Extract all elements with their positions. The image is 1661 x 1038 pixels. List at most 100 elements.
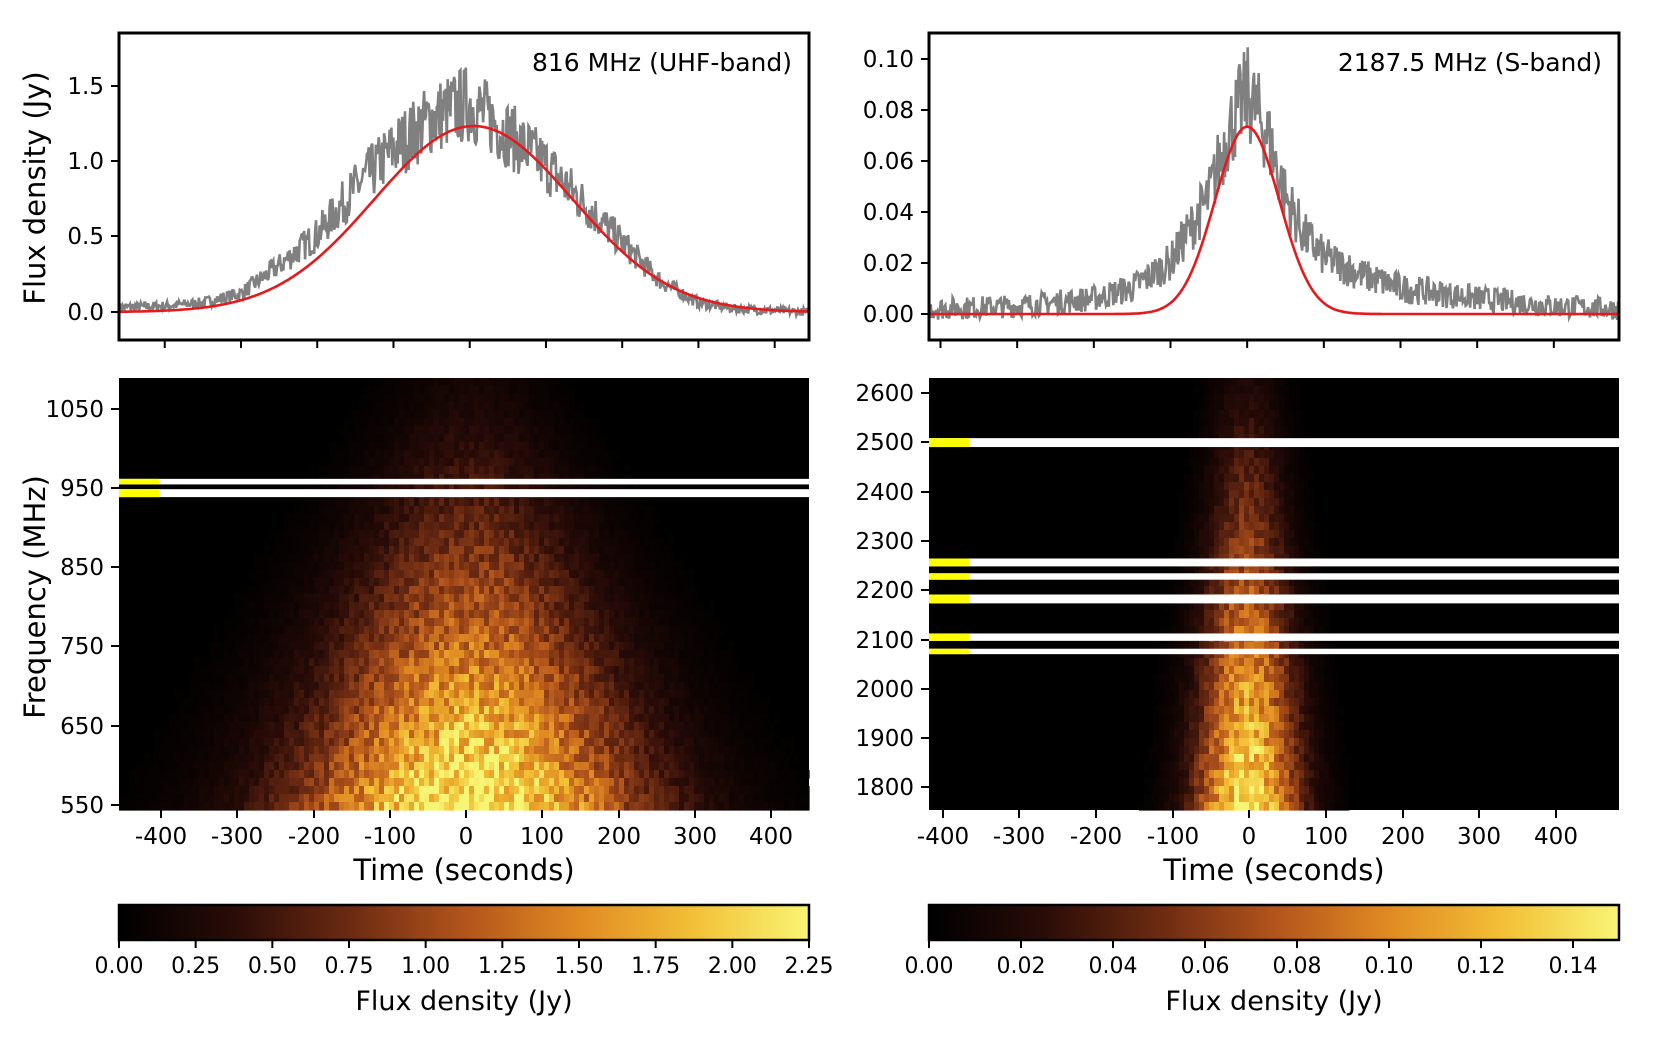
uhf-spectrum-cell xyxy=(634,786,640,795)
uhf-spectrum-cell xyxy=(684,650,690,659)
uhf-spectrum-cell xyxy=(709,722,715,731)
uhf-spectrum-cell xyxy=(654,562,660,571)
uhf-spectrum-cell xyxy=(184,786,190,795)
uhf-spectrum-cell xyxy=(409,450,415,459)
uhf-spectrum-cell xyxy=(534,770,540,779)
uhf-spectrum-cell xyxy=(789,746,795,755)
uhf-spectrum-cell xyxy=(689,618,695,627)
uhf-spectrum-cell xyxy=(484,522,490,531)
uhf-spectrum-cell xyxy=(524,546,530,555)
uhf-spectrum-cell xyxy=(264,554,270,563)
uhf-spectrum-cell xyxy=(399,442,405,451)
uhf-spectrum-cell xyxy=(404,682,410,691)
uhf-spectrum-cell xyxy=(514,458,520,467)
uhf-spectrum-cell xyxy=(584,562,590,571)
uhf-spectrum-cell xyxy=(649,730,655,739)
uhf-spectrum-cell xyxy=(529,666,535,675)
uhf-spectrum-cell xyxy=(644,610,650,619)
uhf-spectrum-cell xyxy=(154,746,160,755)
uhf-spectrum-cell xyxy=(624,746,630,755)
uhf-spectrum-cell xyxy=(594,754,600,763)
uhf-spectrum-cell xyxy=(359,546,365,555)
uhf-spectrum-cell xyxy=(404,538,410,547)
uhf-spectrum-cell xyxy=(274,610,280,619)
uhf-spectrum-cell xyxy=(434,402,440,411)
uhf-spectrum-cell xyxy=(679,794,685,803)
uhf-spectrum-cell xyxy=(704,778,710,787)
uhf-spectrum-cell xyxy=(259,770,265,779)
uhf-spectrum-cell xyxy=(209,746,215,755)
uhf-spectrum-cell xyxy=(364,570,370,579)
uhf-spectrum-cell xyxy=(389,458,395,467)
uhf-spectrum-cell xyxy=(144,754,150,763)
uhf-spectrum-cell xyxy=(389,386,395,395)
uhf-spectrum-cell xyxy=(314,674,320,683)
uhf-spectrum-cell xyxy=(494,418,500,427)
uhf-spectrum-cell xyxy=(404,754,410,763)
uhf-spectrum-cell xyxy=(214,626,220,635)
uhf-spectrum-cell xyxy=(604,746,610,755)
uhf-spectrum-cell xyxy=(519,578,525,587)
uhf-spectrum-cell xyxy=(724,690,730,699)
uhf-spectrum-cell xyxy=(359,594,365,603)
uhf-spectrum-cell xyxy=(319,722,325,731)
uhf-spectrum-cell xyxy=(354,586,360,595)
uhf-spectrum-cell xyxy=(409,666,415,675)
uhf-spectrum-cell xyxy=(474,618,480,627)
uhf-spectrum-cell xyxy=(304,802,310,811)
uhf-spectrum-cell xyxy=(229,786,235,795)
uhf-spectrum-cell xyxy=(579,674,585,683)
uhf-spectrum-cell xyxy=(589,474,595,483)
uhf-spectrum-cell xyxy=(379,506,385,515)
uhf-spectrum-cell xyxy=(339,522,345,531)
uhf-spectrum-cell xyxy=(354,626,360,635)
uhf-spectrum-cell xyxy=(569,498,575,507)
uhf-spectrum-cell xyxy=(784,754,790,763)
uhf-spectrum-cell xyxy=(554,562,560,571)
uhf-spectrum-cell xyxy=(179,714,185,723)
uhf-spectrum-cell xyxy=(474,554,480,563)
uhf-spectrum-cell xyxy=(309,690,315,699)
uhf-spectrum-cell xyxy=(429,522,435,531)
uhf-spectrum-cell xyxy=(369,722,375,731)
uhf-spectrum-cell xyxy=(364,794,370,803)
uhf-spectrum-cell xyxy=(619,538,625,547)
uhf-spectrum-cell xyxy=(554,754,560,763)
uhf-spectrum-cell xyxy=(684,770,690,779)
uhf-spectrum-cell xyxy=(434,754,440,763)
uhf-spectrum-cell xyxy=(469,578,475,587)
uhf-spectrum-cell xyxy=(679,666,685,675)
uhf-spectrum-cell xyxy=(279,546,285,555)
uhf-spectrum-cell xyxy=(449,610,455,619)
uhf-spectrum-cell xyxy=(254,626,260,635)
uhf-spectrum-cell xyxy=(564,594,570,603)
uhf-spectrum-cell xyxy=(629,650,635,659)
uhf-spectrum-cell xyxy=(264,770,270,779)
uhf-spectrum-cell xyxy=(359,514,365,523)
uhf-spectrum-cell xyxy=(404,618,410,627)
uhf-spectrum-cell xyxy=(549,794,555,803)
uhf-spectrum-cell xyxy=(684,786,690,795)
uhf-spectrum-cell xyxy=(624,530,630,539)
uhf-spectrum-cell xyxy=(489,418,495,427)
uhf-spectrum-cell xyxy=(699,802,705,811)
uhf-spectrum-cell xyxy=(489,602,495,611)
uhf-spectrum-cell xyxy=(414,418,420,427)
uhf-spectrum-cell xyxy=(654,658,660,667)
uhf-spectrum-cell xyxy=(499,450,505,459)
uhf-spectrum-cell xyxy=(424,642,430,651)
uhf-spectrum-cell xyxy=(349,474,355,483)
uhf-spectrum-cell xyxy=(254,802,260,811)
uhf-spectrum-cell xyxy=(374,570,380,579)
uhf-spectrum-cell xyxy=(394,474,400,483)
uhf-spectrum-cell xyxy=(654,666,660,675)
uhf-spectrum-cell xyxy=(514,778,520,787)
uhf-spectrum-cell xyxy=(234,594,240,603)
uhf-spectrum-cell xyxy=(494,426,500,435)
uhf-spectrum-cell xyxy=(509,658,515,667)
uhf-spectrum-cell xyxy=(564,530,570,539)
uhf-spectrum-cell xyxy=(464,714,470,723)
uhf-spectrum-cell xyxy=(499,682,505,691)
uhf-spectrum-cell xyxy=(379,498,385,507)
uhf-spectrum-cell xyxy=(194,722,200,731)
